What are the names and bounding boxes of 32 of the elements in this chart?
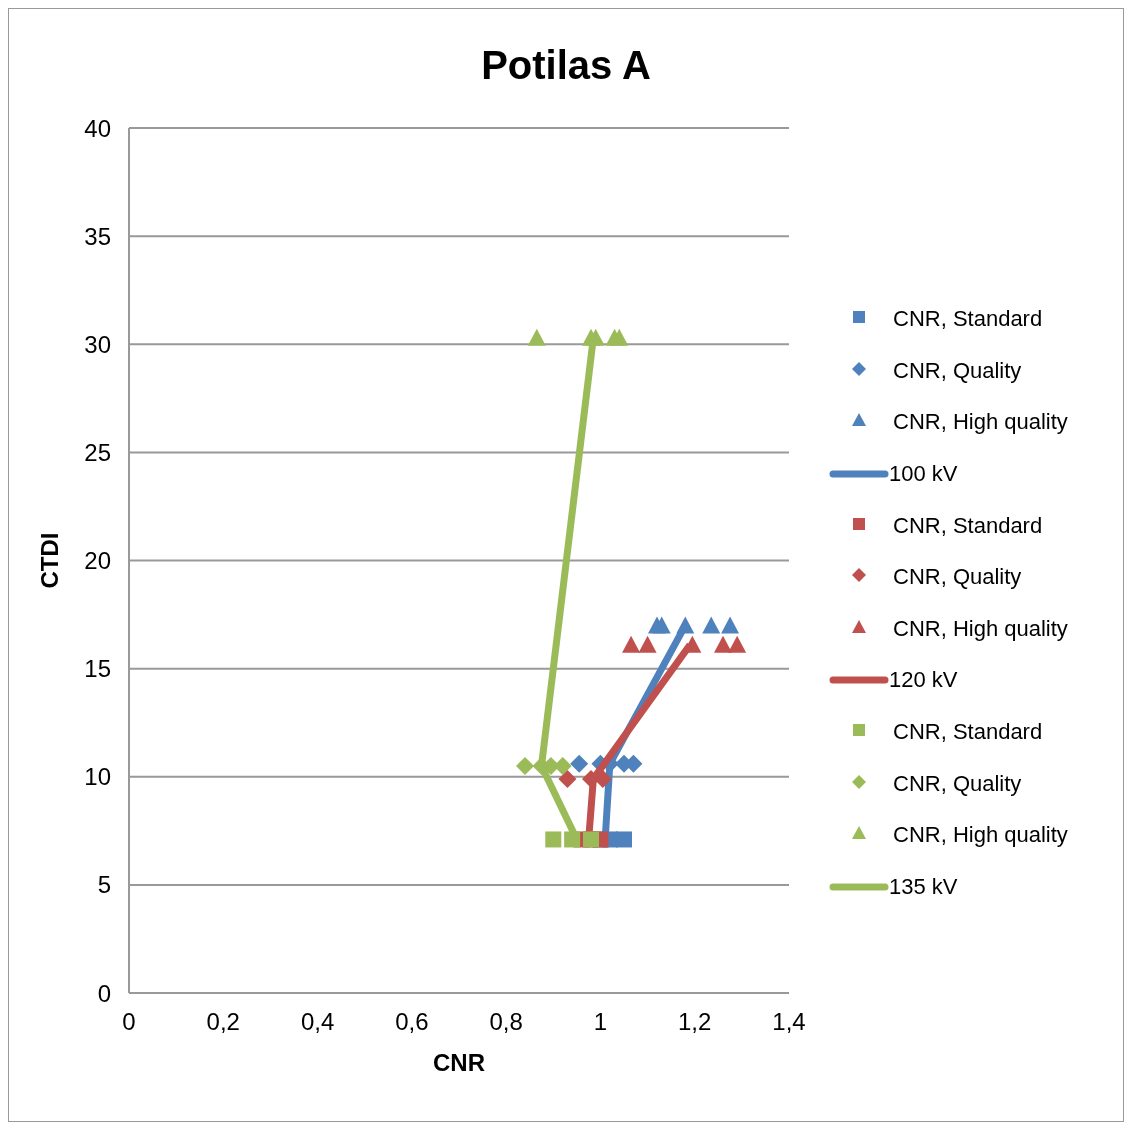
y-tick-label: 15 — [84, 655, 111, 683]
y-axis-title: CTDI — [35, 532, 63, 589]
y-tick-label: 5 — [97, 871, 111, 899]
chart-title: Potilas A — [480, 42, 652, 89]
x-tick-label: 1 — [593, 1008, 608, 1036]
legend-label: CNR, Standard — [893, 512, 1043, 539]
y-tick-label: 20 — [84, 547, 111, 575]
legend-label: 100 kV — [889, 461, 958, 488]
legend-label: CNR, Quality — [893, 357, 1022, 384]
y-tick-label: 0 — [97, 979, 111, 1007]
legend-label: CNR, Standard — [893, 718, 1043, 745]
legend-label: CNR, Quality — [893, 564, 1022, 591]
legend-label: CNR, High quality — [893, 409, 1068, 436]
legend-label: 135 kV — [889, 873, 958, 900]
x-tick-label: 0,2 — [206, 1008, 240, 1036]
y-tick-label: 35 — [84, 222, 111, 250]
x-tick-label: 1,2 — [678, 1008, 712, 1036]
x-tick-label: 0 — [122, 1008, 136, 1036]
x-tick-label: 0,8 — [489, 1008, 523, 1036]
legend-label: CNR, High quality — [893, 615, 1068, 642]
x-tick-label: 1,4 — [772, 1008, 806, 1036]
x-tick-label: 0,6 — [395, 1008, 429, 1036]
y-tick-label: 40 — [84, 114, 111, 142]
legend-label: CNR, Standard — [893, 306, 1043, 333]
y-tick-label: 30 — [84, 330, 111, 358]
y-tick-label: 25 — [84, 438, 111, 466]
legend-label: CNR, Quality — [893, 770, 1022, 797]
legend-label: CNR, High quality — [893, 822, 1068, 849]
x-axis-title: CNR — [433, 1049, 485, 1076]
y-tick-label: 10 — [84, 763, 111, 791]
x-tick-label: 0,4 — [300, 1008, 335, 1036]
legend-label: 120 kV — [889, 667, 958, 694]
